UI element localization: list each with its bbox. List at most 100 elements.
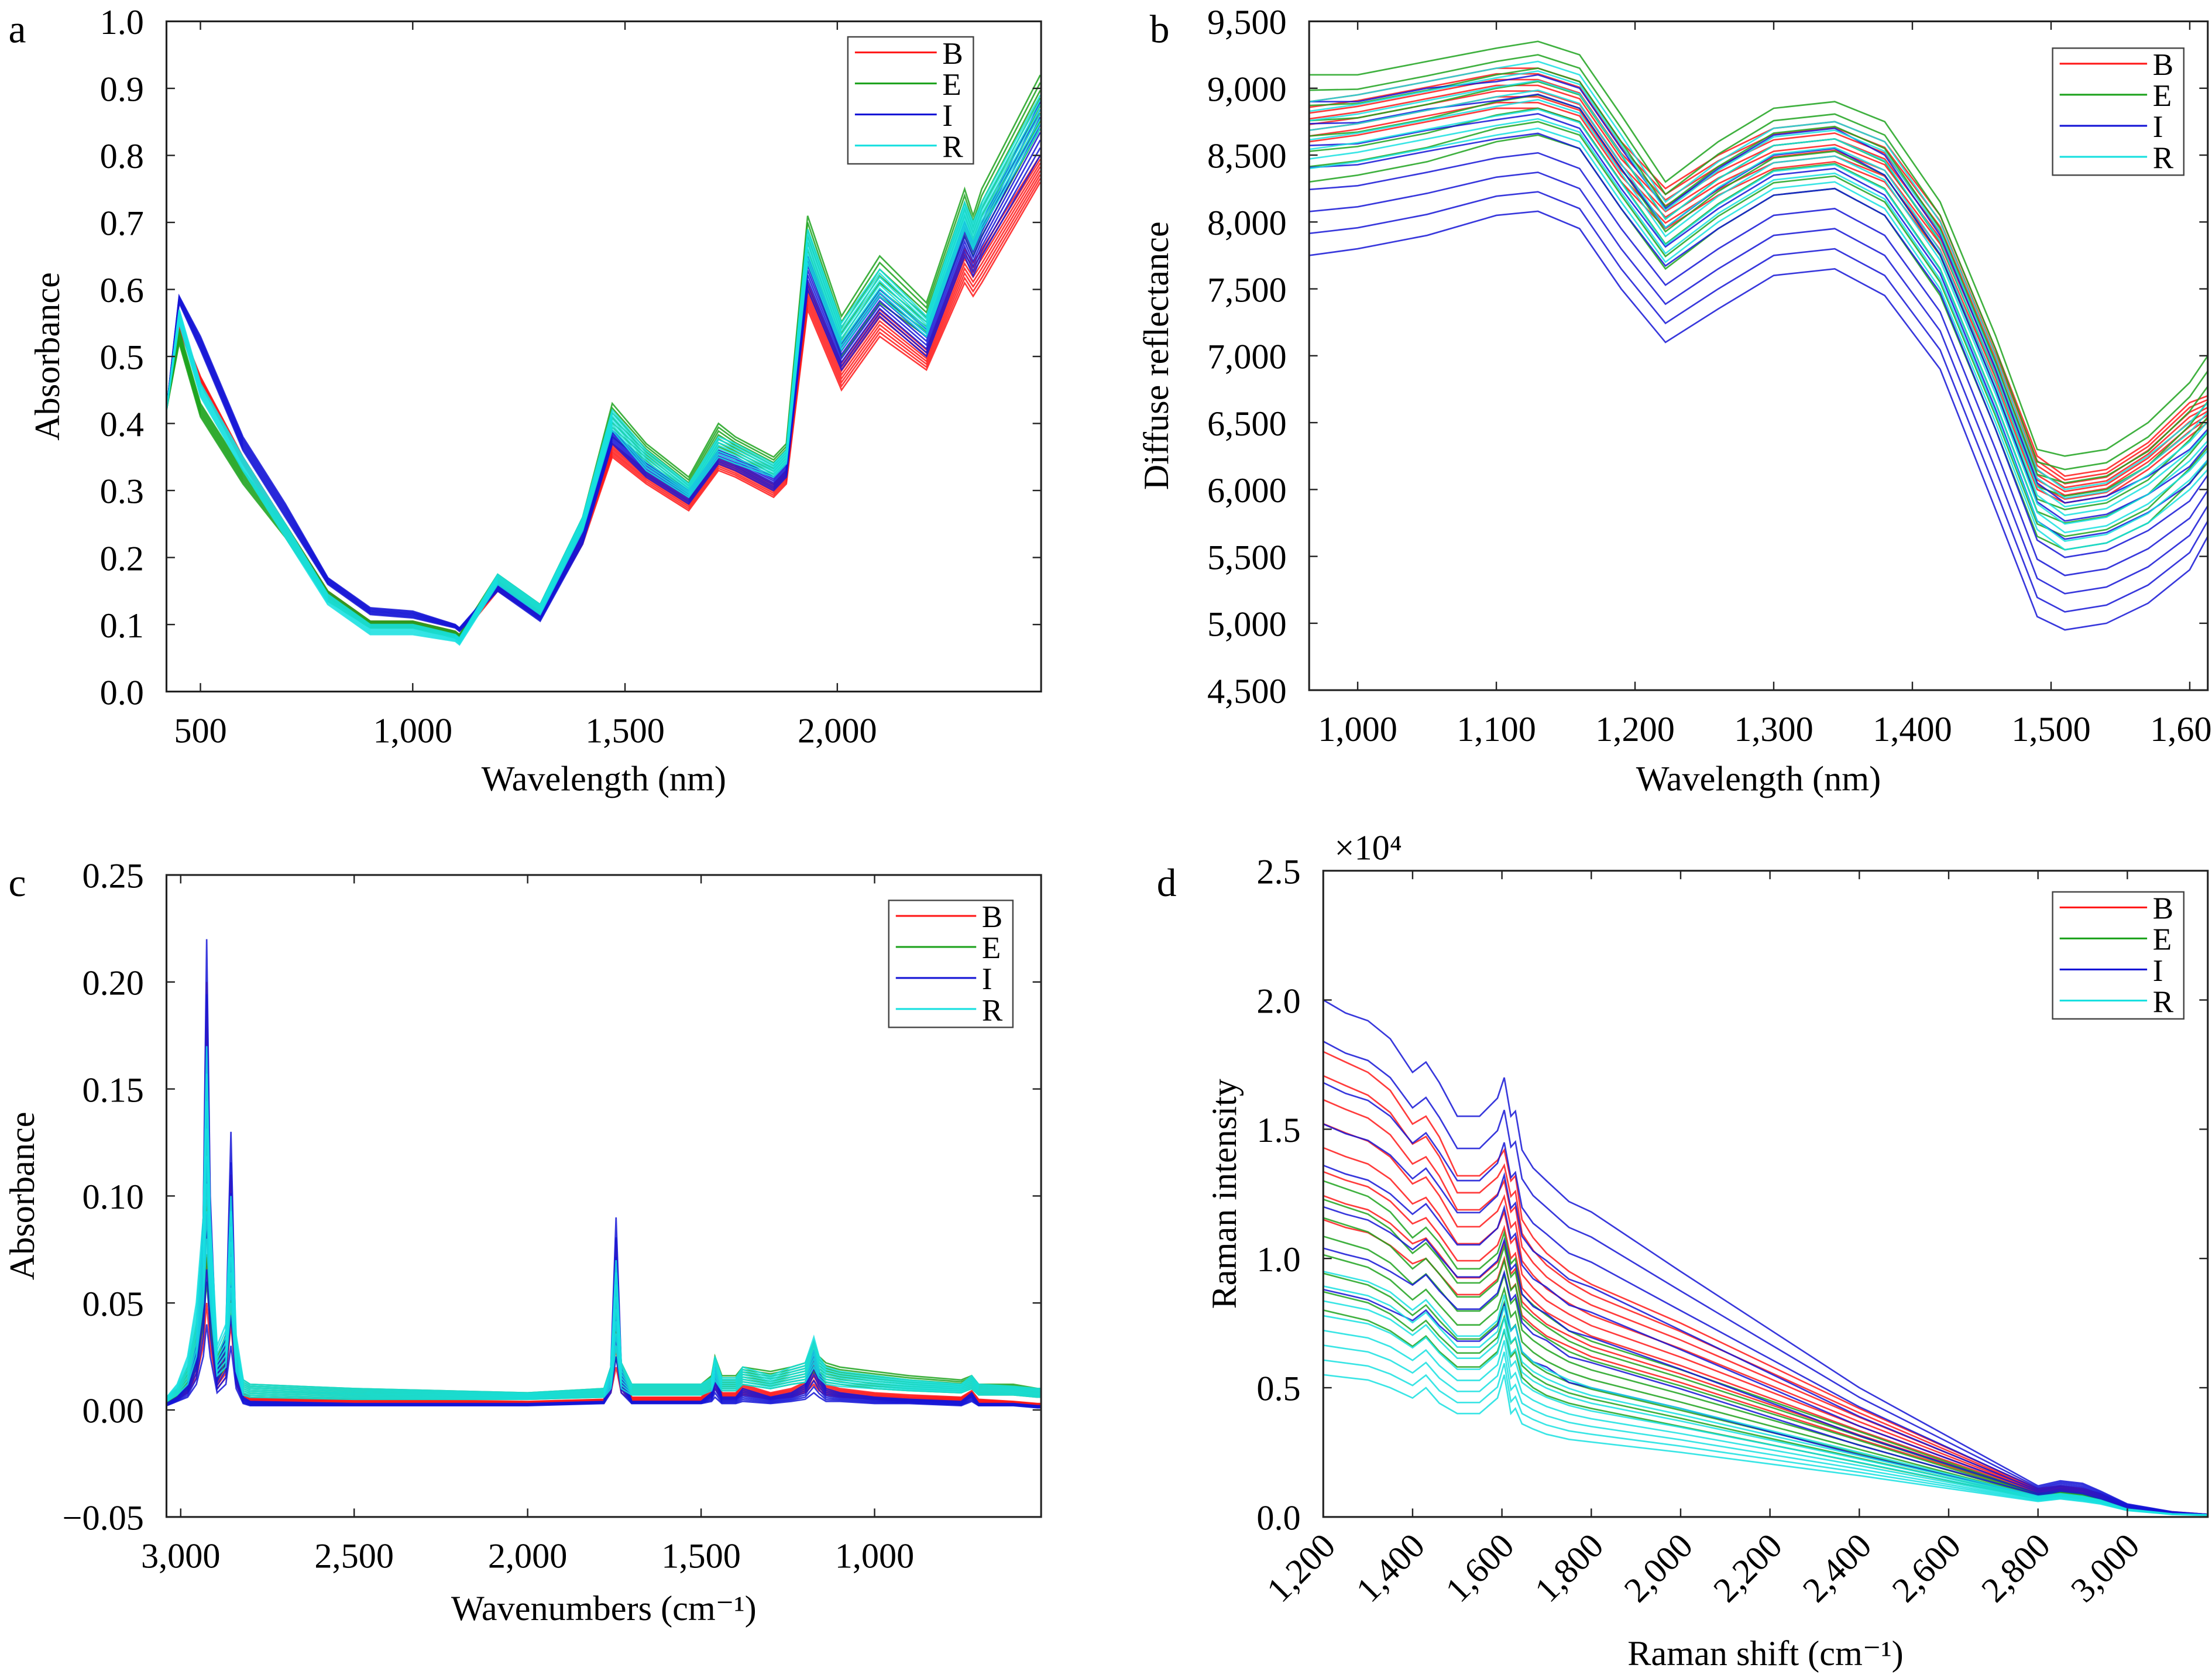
x-tick-label: 1,100	[1457, 710, 1536, 749]
x-axis-label: Wavenumbers (cm⁻¹)	[451, 1589, 757, 1628]
x-tick-label: 1,600	[2150, 710, 2212, 749]
legend-label-I: I	[2153, 954, 2163, 988]
x-tick-label: 1,000	[1318, 710, 1397, 749]
spectrum-line-R	[1309, 127, 2208, 551]
spectrum-line-B	[1309, 90, 2208, 493]
y-tick-label: 5,500	[1207, 538, 1287, 577]
x-tick-label: 1,400	[1873, 710, 1952, 749]
legend-label-I: I	[2153, 110, 2163, 144]
spectrum-line-I	[1309, 210, 2208, 631]
spectrum-line-I	[1323, 1206, 2208, 1515]
spectrum-line-R	[166, 123, 1041, 645]
y-tick-label: 7,000	[1207, 338, 1287, 377]
y-tick-label: 8,500	[1207, 137, 1287, 176]
spectrum-line-R	[166, 1238, 1042, 1402]
spectrum-line-R	[1309, 118, 2208, 542]
y-tick-label: 1.0	[100, 3, 144, 42]
legend-box	[847, 36, 974, 165]
series-lines	[1323, 999, 2208, 1516]
series-R	[166, 1046, 1042, 1402]
y-tick-label: 0.10	[82, 1178, 143, 1217]
panel-label-b: b	[1150, 8, 1170, 52]
spectrum-line-I	[1323, 1164, 2208, 1515]
y-axis-label: Diffuse reflectance	[1137, 221, 1176, 490]
y-tick-label: 2.0	[1256, 982, 1300, 1021]
x-tick-label: 2,000	[798, 711, 877, 750]
y-axis-label: Absorbance	[3, 1112, 42, 1281]
spectrum-line-R	[166, 104, 1041, 641]
spectrum-line-R	[166, 114, 1041, 643]
spectrum-line-I	[1323, 999, 2208, 1515]
y-tick-label: 0.05	[82, 1285, 143, 1324]
spectrum-line-R	[166, 128, 1041, 646]
series-lines	[166, 939, 1042, 1409]
y-tick-label: 0.7	[100, 204, 144, 243]
x-axis-label: Raman shift (cm⁻¹)	[1627, 1634, 1904, 1673]
spectrum-line-R	[1309, 60, 2208, 490]
spectrum-line-I	[166, 147, 1041, 632]
series-R	[1309, 60, 2208, 551]
legend-label-R: R	[942, 130, 963, 164]
panel-label-a: a	[8, 8, 26, 52]
spectrum-line-I	[1323, 1123, 2208, 1515]
y-tick-label: 6,500	[1207, 404, 1287, 444]
panel-label-c: c	[8, 861, 26, 905]
spectrum-line-R	[166, 118, 1041, 644]
y-axis-label: Absorbance	[28, 272, 67, 441]
panel-c: 3,000 2,500 2,000 1,500 1,000 −0.05 0.00 0.05 0.…	[3, 857, 1042, 1628]
legend-label-R: R	[982, 993, 1003, 1027]
legend-box	[2052, 891, 2184, 1020]
legend-label-E: E	[982, 931, 1001, 965]
spectrum-line-I	[166, 155, 1041, 633]
spectrum-line-I	[1323, 1082, 2208, 1515]
legend-label-E: E	[2153, 79, 2172, 113]
spectrum-line-I	[1309, 113, 2208, 540]
series-I	[1309, 74, 2208, 631]
x-tick-label: 1,000	[835, 1537, 915, 1576]
y-tick-label: 0.5	[100, 338, 144, 378]
spectrum-line-R	[1309, 98, 2208, 525]
legend-label-B: B	[982, 900, 1002, 934]
y-tick-label: 0.6	[100, 271, 144, 310]
spectrum-line-R	[1309, 108, 2208, 534]
legend-label-B: B	[2153, 48, 2173, 82]
series-R	[1323, 1271, 2208, 1516]
spectrum-line-E	[1309, 54, 2208, 471]
legend-label-R: R	[2153, 141, 2174, 175]
spectrum-line-R	[1323, 1271, 2208, 1516]
y-tick-label: 0.8	[100, 137, 144, 176]
spectrum-line-R	[1309, 70, 2208, 499]
y-multiplier-label: ×10⁴	[1335, 828, 1402, 867]
legend-label-E: E	[2153, 923, 2172, 957]
series-R	[166, 94, 1041, 646]
spectrum-line-I	[1309, 93, 2208, 522]
plot-frame	[1322, 870, 2209, 1518]
y-tick-label: 7,500	[1207, 270, 1287, 310]
x-tick-label: 1,500	[661, 1537, 741, 1576]
x-axis-label: Wavelength (nm)	[1636, 759, 1881, 798]
y-tick-label: 0.0	[100, 673, 144, 712]
y-tick-label: 5,000	[1207, 605, 1287, 644]
series-lines	[166, 74, 1041, 646]
y-tick-label: 9,000	[1207, 70, 1287, 109]
x-tick-label: 2,500	[314, 1537, 394, 1576]
y-tick-label: 0.4	[100, 405, 144, 444]
spectrum-line-I	[1309, 152, 2208, 577]
y-tick-label: 0.9	[100, 70, 144, 109]
spectrum-line-I	[1309, 74, 2208, 504]
spectrum-line-I	[1309, 191, 2208, 613]
panel-d: 1,200 1,400 1,600 1,800 2,000 2,200 2,400 2,600…	[1205, 828, 2209, 1673]
y-tick-label: 0.25	[82, 857, 143, 896]
spectrum-line-E	[1309, 121, 2208, 537]
spectrum-line-R	[1323, 1329, 2208, 1516]
y-tick-label: 6,000	[1207, 471, 1287, 510]
x-tick-label: 2,000	[488, 1537, 568, 1576]
series-I	[1323, 999, 2208, 1515]
legend-box	[888, 900, 1014, 1028]
legend-label-B: B	[2153, 892, 2173, 926]
spectrum-line-I	[1323, 1247, 2208, 1515]
spectrum-line-B	[1309, 78, 2208, 485]
spectrum-line-E	[1309, 107, 2208, 524]
